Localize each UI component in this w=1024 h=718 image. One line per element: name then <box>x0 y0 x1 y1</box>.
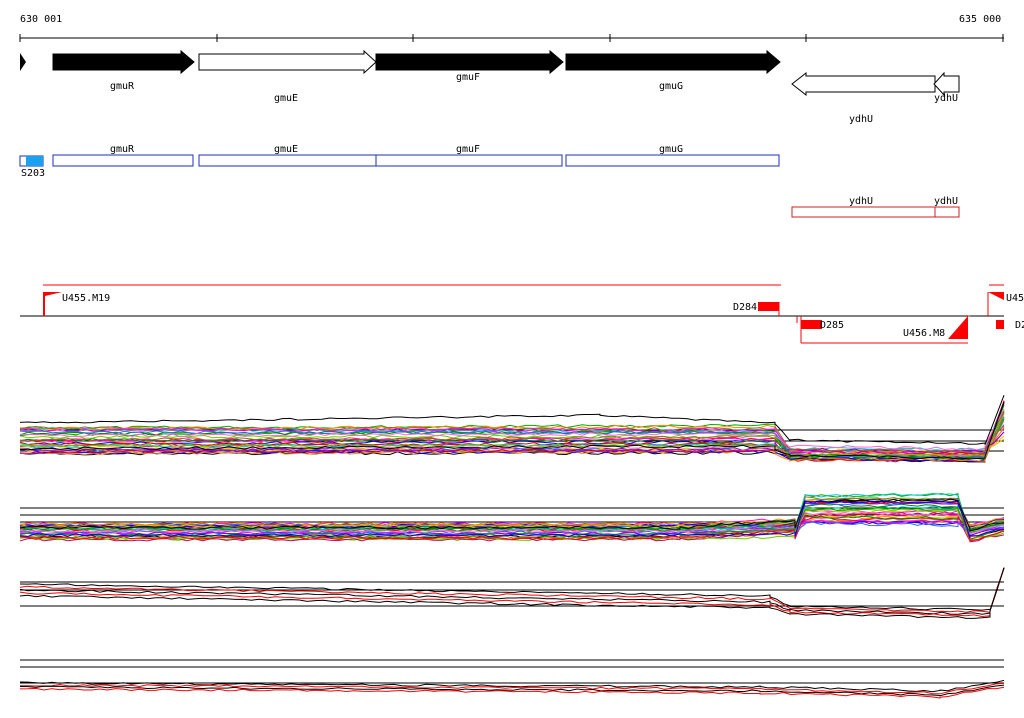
annotation-box-ydhu-small[interactable] <box>934 206 960 218</box>
transcript-label-d285: D285 <box>820 320 844 331</box>
transcript-end-d285[interactable] <box>801 320 822 329</box>
expression-panel-1 <box>19 395 1005 463</box>
gene-arrow-ydhu[interactable] <box>791 71 936 97</box>
gene-label-gmue: gmuE <box>274 93 298 104</box>
annotation-label-gmug: gmuG <box>659 144 683 155</box>
annotation-box-gmur[interactable] <box>52 154 194 167</box>
expression-trace <box>19 400 1005 455</box>
transcript-label-d284: D284 <box>733 302 757 313</box>
expression-panel-3 <box>19 567 1005 619</box>
expression-trace <box>19 404 1005 459</box>
expression-trace <box>19 567 1005 615</box>
gene-arrow-gmuf[interactable] <box>375 49 564 75</box>
expression-trace <box>19 682 1005 695</box>
expression-trace <box>19 496 1005 541</box>
transcript-end-d284[interactable] <box>758 302 779 311</box>
gene-label-ydhu: ydhU <box>849 114 873 125</box>
expression-trace <box>19 408 1005 451</box>
feature-s203[interactable] <box>26 156 43 166</box>
transcript-start-u455 <box>43 292 62 316</box>
expression-trace <box>19 567 1005 619</box>
annotation-label-ydhu: ydhU <box>849 196 873 207</box>
gene-label-gmur: gmuR <box>110 81 135 92</box>
annotation-label-gmuf: gmuF <box>456 144 480 155</box>
expression-trace <box>19 498 1004 532</box>
expression-trace <box>19 511 1005 535</box>
gene-arrow-gmue[interactable] <box>198 49 377 75</box>
annotation-track: S203 gmuR gmuE gmuF gmuG ydhU ydhU <box>19 144 960 218</box>
feature-label-s203: S203 <box>21 168 45 179</box>
expression-trace <box>19 568 1005 611</box>
annotation-box-gmug[interactable] <box>565 154 780 167</box>
expression-trace <box>19 513 1005 531</box>
position-ruler: 630 001 635 000 <box>19 14 1004 42</box>
transcript-end-d2[interactable] <box>996 320 1004 329</box>
annotation-box-gmue[interactable] <box>198 154 377 167</box>
transcript-label-u455: U455.M19 <box>62 293 110 304</box>
expression-trace <box>19 679 1005 693</box>
gene-label-gmuf: gmuF <box>456 72 480 83</box>
annotation-label-ydhu-small: ydhU <box>934 196 958 207</box>
expression-trace <box>19 521 1004 535</box>
gene-track: gmuR gmuE gmuF gmuG ydhU ydhU <box>20 49 960 125</box>
expression-trace <box>19 401 1005 460</box>
transcript-start-u456 <box>948 316 968 339</box>
annotation-box-gmuf[interactable] <box>375 154 563 167</box>
expression-trace <box>19 425 1005 455</box>
annotation-label-gmur: gmuR <box>110 144 135 155</box>
annotation-label-gmue: gmuE <box>274 144 298 155</box>
expression-trace <box>19 512 1005 531</box>
gene-arrow-partial[interactable] <box>20 53 26 71</box>
ruler-end-label: 635 000 <box>959 14 1001 25</box>
expression-trace <box>19 427 1005 457</box>
transcript-start-u45[interactable] <box>988 292 1004 300</box>
gene-arrow-gmug[interactable] <box>565 49 781 75</box>
expression-trace <box>19 686 1005 699</box>
annotation-box-ydhu[interactable] <box>791 206 936 218</box>
expression-trace <box>19 567 1005 618</box>
gene-label-gmug: gmuG <box>659 81 683 92</box>
expression-panel-4 <box>19 659 1005 699</box>
expression-panel-2 <box>19 492 1005 543</box>
transcript-label-u45: U45 <box>1006 293 1024 304</box>
expression-trace <box>19 507 1005 537</box>
transcript-label-u456: U456.M8 <box>903 328 945 339</box>
ruler-start-label: 630 001 <box>20 14 62 25</box>
expression-trace <box>19 413 1005 459</box>
gene-label-ydhu-small: ydhU <box>934 93 958 104</box>
expression-trace <box>19 512 1005 543</box>
expression-trace <box>19 395 1005 445</box>
gene-arrow-ydhu-small[interactable] <box>933 71 960 97</box>
transcript-track: U455.M19 D284 D285 U456.M8 U45 D2 <box>20 284 1024 344</box>
gene-arrow-gmur[interactable] <box>52 49 195 75</box>
expression-trace <box>19 413 1005 462</box>
expression-trace <box>19 567 1005 613</box>
transcript-label-d2: D2 <box>1015 320 1024 331</box>
expression-trace <box>19 500 1005 538</box>
expression-trace <box>19 684 1005 697</box>
